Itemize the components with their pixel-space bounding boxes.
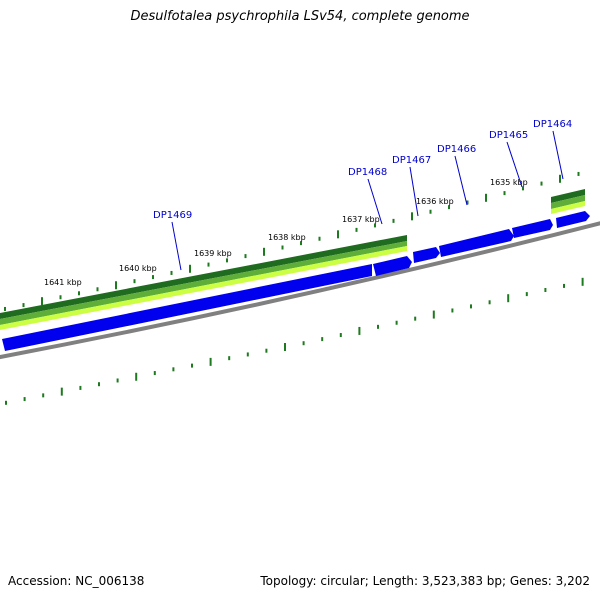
gene-leader-line [506, 141, 523, 188]
gene-label[interactable]: DP1466 [437, 144, 476, 155]
scale-label: 1636 kbp [416, 197, 454, 206]
scale-label: 1639 kbp [194, 249, 232, 258]
scale-label: 1638 kbp [268, 233, 306, 242]
scale-labels: 1641 kbp 1640 kbp 1639 kbp 1638 kbp 1637 kbp… [44, 178, 528, 287]
gene-leader-lines [171, 130, 564, 271]
gene-arrow-dp1464[interactable] [556, 211, 590, 228]
gene-label[interactable]: DP1468 [348, 167, 387, 178]
gene-label[interactable]: DP1469 [153, 210, 192, 221]
gene-arrow-dp1466[interactable] [439, 229, 514, 257]
gene-arrow-dp1467[interactable] [413, 247, 440, 263]
gene-arrow-dp1465[interactable] [512, 219, 553, 238]
accession-text: Accession: NC_006138 [8, 574, 145, 588]
gene-leader-line [454, 155, 468, 206]
genome-backbone [0, 221, 600, 360]
gene-leader-line [552, 130, 564, 180]
feature-band-short [551, 189, 585, 214]
gene-leader-line [367, 178, 383, 225]
genome-title: Desulfotalea psychrophila LSv54, complet… [130, 9, 470, 24]
feature-band-long [0, 235, 407, 330]
scale-label: 1641 kbp [44, 278, 82, 287]
gene-leader-line [171, 221, 182, 271]
gene-arrow-dp1469[interactable] [2, 264, 372, 351]
gene-label[interactable]: DP1465 [489, 130, 528, 141]
scale-ticks-lower [5, 277, 584, 405]
gene-arrow-dp1468[interactable] [373, 256, 412, 276]
gene-label[interactable]: DP1467 [392, 155, 431, 166]
scale-ticks-upper [4, 171, 580, 311]
gene-labels: DP1469 DP1468 DP1467 DP1466 DP1465 DP1464 [153, 119, 572, 221]
gene-leader-line [409, 166, 419, 217]
scale-label: 1635 kbp [490, 178, 528, 187]
scale-label: 1637 kbp [342, 215, 380, 224]
scale-label: 1640 kbp [119, 264, 157, 273]
genome-summary-text: Topology: circular; Length: 3,523,383 bp… [260, 574, 590, 588]
gene-label[interactable]: DP1464 [533, 119, 572, 130]
